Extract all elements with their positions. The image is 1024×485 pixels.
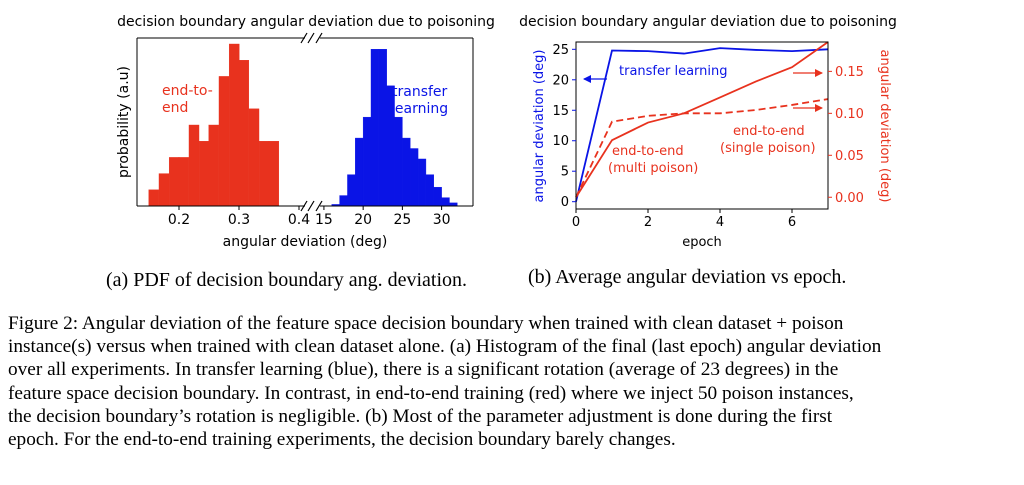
label-end-to-end-line1: end-to- bbox=[162, 83, 213, 99]
x-tick-label: 0.4 bbox=[288, 212, 310, 228]
left-ylabel: angular deviation (deg) bbox=[532, 50, 547, 203]
x-tick-label: 15 bbox=[315, 212, 333, 228]
transfer-learning-bar bbox=[347, 174, 356, 207]
label-transfer-learning-line: transfer learning bbox=[619, 64, 728, 79]
label-transfer-learning-line2: learning bbox=[391, 101, 448, 117]
left-y-tick-label: 25 bbox=[552, 43, 569, 58]
transfer-learning-bar bbox=[425, 174, 434, 207]
caption-line-6: epoch. For the end-to-end training exper… bbox=[8, 429, 676, 451]
label-transfer-learning: transfer learning bbox=[391, 84, 452, 117]
transfer-learning-bar bbox=[410, 148, 419, 207]
end-to-end-bar bbox=[218, 76, 230, 207]
caption-line-2: instance(s) versus when trained with cle… bbox=[8, 336, 882, 358]
label-single-poison-line1: end-to-end bbox=[733, 124, 805, 139]
histogram-figure: decision boundary angular deviation due … bbox=[116, 14, 495, 250]
subcaption-b: (b) Average angular deviation vs epoch. bbox=[528, 266, 847, 288]
line-chart-title: decision boundary angular deviation due … bbox=[519, 14, 897, 30]
label-multi-poison: end-to-end (multi poison) bbox=[608, 144, 698, 176]
left-y-tick-label: 5 bbox=[561, 165, 569, 180]
transfer-learning-bar bbox=[394, 116, 403, 207]
end-to-end-bar bbox=[228, 43, 240, 207]
x-tick-label: 2 bbox=[644, 215, 652, 230]
left-y-tick-label: 0 bbox=[561, 195, 569, 210]
x-tick-label: 6 bbox=[788, 215, 796, 230]
label-end-to-end-line2: end bbox=[162, 100, 188, 116]
left-y-tick-label: 15 bbox=[552, 104, 569, 119]
x-tick-label: 30 bbox=[433, 212, 451, 228]
transfer-learning-bar bbox=[370, 49, 380, 207]
caption-line-4: feature space decision boundary. In cont… bbox=[8, 382, 854, 404]
label-single-poison: end-to-end (single poison) bbox=[720, 124, 816, 156]
transfer-learning-bar bbox=[339, 195, 348, 207]
single-poison-line bbox=[575, 98, 829, 198]
right-y-tick-label: 0.00 bbox=[835, 191, 864, 206]
histogram-title: decision boundary angular deviation due … bbox=[117, 14, 495, 30]
transfer-learning-bar bbox=[402, 137, 411, 207]
end-to-end-bar bbox=[188, 124, 200, 207]
label-multi-poison-line1: end-to-end bbox=[612, 144, 684, 159]
right-y-tick-label: 0.15 bbox=[835, 65, 864, 80]
axis-break-marks bbox=[300, 32, 323, 212]
end-to-end-bar bbox=[148, 189, 160, 207]
caption-line-5: the decision boundary’s rotation is negl… bbox=[8, 405, 833, 427]
transfer-learning-bar bbox=[362, 116, 372, 207]
end-to-end-bar bbox=[198, 140, 210, 207]
right-y-tick-label: 0.05 bbox=[835, 149, 864, 164]
transfer-learning-bar bbox=[441, 197, 450, 207]
label-end-to-end: end-to- end bbox=[162, 83, 217, 116]
label-single-poison-line2: (single poison) bbox=[720, 141, 816, 156]
x-tick-label: 20 bbox=[354, 212, 372, 228]
transfer-learning-bar bbox=[355, 137, 364, 207]
end-to-end-bar bbox=[248, 108, 260, 207]
figure-caption: Figure 2: Angular deviation of the featu… bbox=[8, 312, 1018, 451]
transfer-learning-bar bbox=[378, 49, 387, 207]
end-to-end-bar bbox=[178, 157, 190, 207]
line-chart-figure: decision boundary angular deviation due … bbox=[519, 14, 897, 250]
x-tick-label: 4 bbox=[716, 215, 724, 230]
x-tick-label: 0.3 bbox=[228, 212, 250, 228]
caption-line-3: over all experiments. In transfer learni… bbox=[8, 359, 839, 381]
caption-line-1: Figure 2: Angular deviation of the featu… bbox=[8, 313, 844, 334]
left-y-tick-label: 20 bbox=[552, 73, 569, 88]
end-to-end-bar bbox=[158, 173, 170, 207]
transfer-learning-bar bbox=[433, 186, 442, 207]
multi-poison-line bbox=[575, 41, 829, 198]
end-to-end-bar bbox=[238, 60, 250, 207]
end-to-end-bar bbox=[208, 124, 220, 207]
end-to-end-bar bbox=[268, 140, 280, 207]
label-multi-poison-line2: (multi poison) bbox=[608, 161, 698, 176]
transfer-learning-bar bbox=[417, 158, 427, 207]
x-tick-label: 25 bbox=[393, 212, 411, 228]
line-xlabel: epoch bbox=[682, 235, 722, 250]
right-y-tick-label: 0.10 bbox=[835, 107, 864, 122]
histogram-ylabel: probability (a.u) bbox=[116, 66, 132, 178]
label-transfer-learning-line1: transfer bbox=[392, 84, 448, 100]
end-to-end-bar bbox=[168, 157, 180, 207]
histogram-xlabel: angular deviation (deg) bbox=[223, 234, 388, 250]
x-tick-label: 0 bbox=[572, 215, 580, 230]
x-tick-label: 0.2 bbox=[168, 212, 190, 228]
transfer-learning-line bbox=[575, 47, 829, 202]
line-chart-frame bbox=[575, 41, 829, 210]
left-y-tick-label: 10 bbox=[552, 134, 569, 149]
end-to-end-bar bbox=[258, 140, 270, 207]
right-ylabel: angular deviation (deg) bbox=[877, 50, 892, 203]
subcaption-a: (a) PDF of decision boundary ang. deviat… bbox=[106, 269, 468, 291]
